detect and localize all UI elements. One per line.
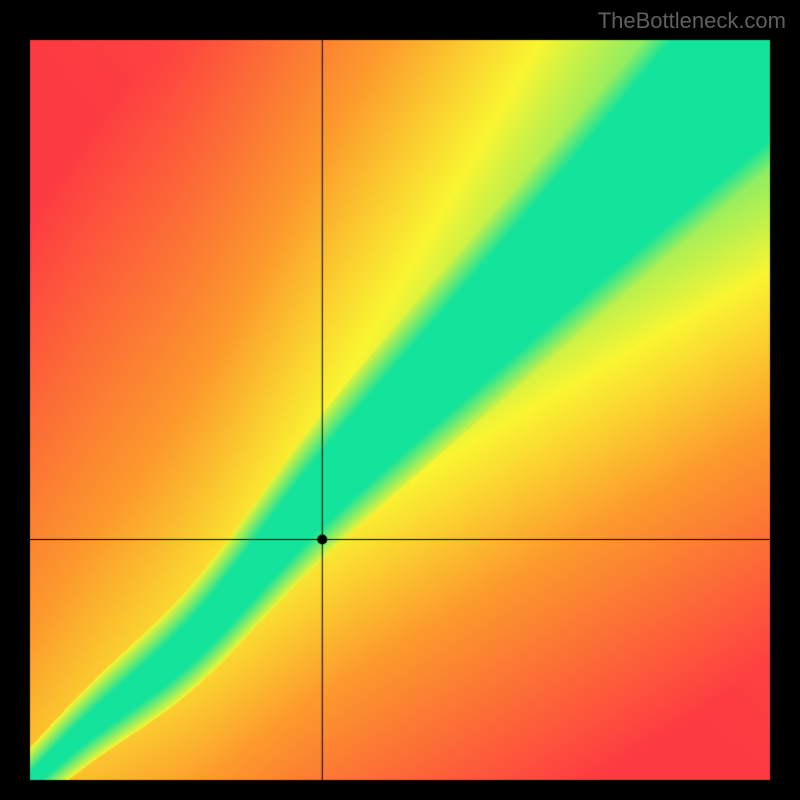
watermark-text: TheBottleneck.com xyxy=(598,8,786,34)
chart-container: TheBottleneck.com xyxy=(0,0,800,800)
heatmap-canvas xyxy=(0,0,800,800)
